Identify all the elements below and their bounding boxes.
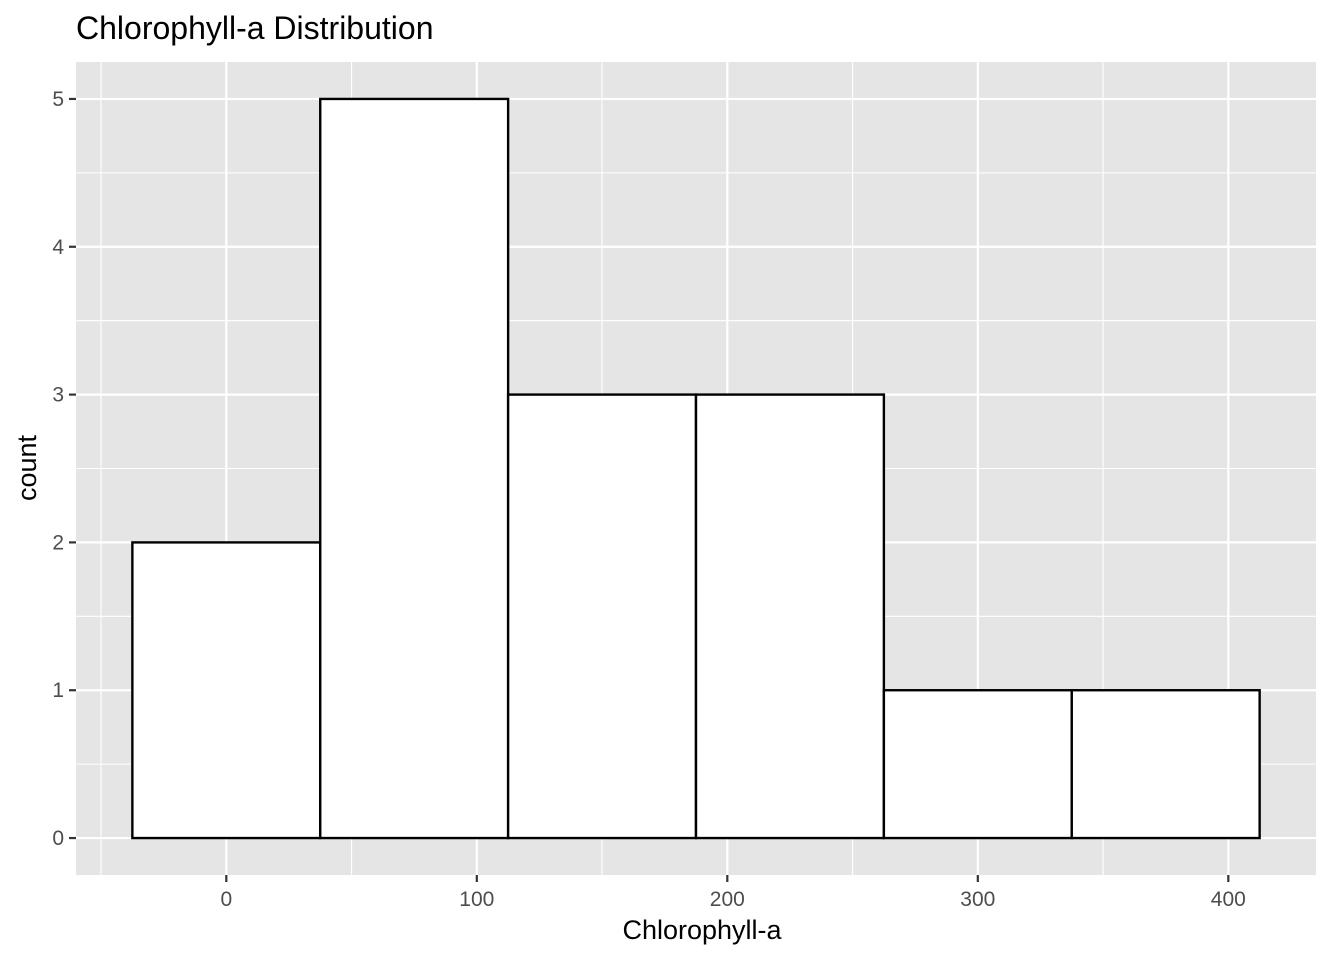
y-axis-title: count (12, 434, 42, 501)
x-tick-label: 400 (1211, 888, 1246, 911)
y-tick-label: 2 (52, 531, 64, 554)
y-tick-label: 5 (52, 88, 64, 111)
histogram-bar-6 (1070, 689, 1261, 840)
histogram-bar-3 (506, 393, 698, 840)
histogram-bar-1 (131, 541, 322, 840)
histogram-bar-4 (694, 393, 886, 840)
y-tick-label: 4 (52, 236, 64, 259)
x-tick-label: 0 (220, 888, 232, 911)
histogram-bar-2 (319, 97, 510, 840)
x-tick-label: 200 (710, 888, 745, 911)
histogram-bar-5 (882, 689, 1073, 840)
chart-title: Chlorophyll-a Distribution (76, 10, 433, 46)
y-tick-label: 3 (52, 384, 64, 407)
x-tick-label: 300 (960, 888, 995, 911)
x-axis-title: Chlorophyll-a (622, 915, 782, 945)
y-tick-label: 0 (52, 827, 64, 850)
x-axis: 0 100 200 300 400 (220, 875, 1246, 911)
y-axis: 0 1 2 3 4 5 (52, 88, 76, 850)
histogram-bars (131, 97, 1261, 840)
x-tick-label: 100 (459, 888, 494, 911)
y-tick-label: 1 (52, 679, 64, 702)
